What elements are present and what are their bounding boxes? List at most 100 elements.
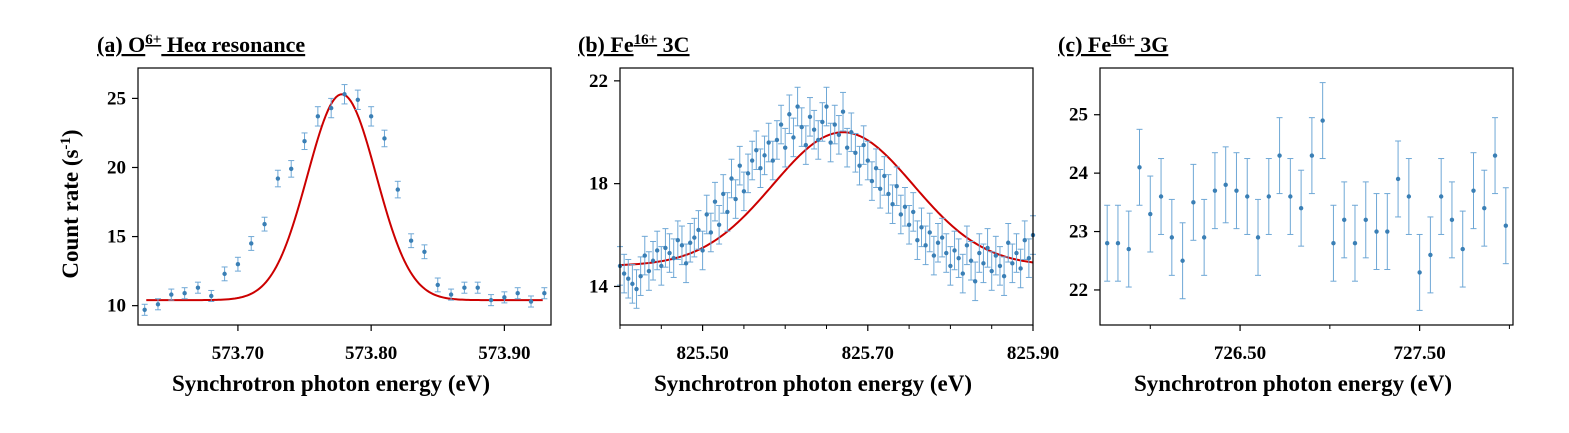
panel-c-data-point-group — [1395, 140, 1402, 218]
panel-b-data-point-group — [720, 174, 727, 214]
panel-b-data-point — [865, 158, 870, 163]
panel-c-data-point-group — [1470, 152, 1477, 230]
panel-a-data-point-group — [528, 295, 535, 308]
panel-c-data-point — [1449, 217, 1455, 223]
panel-c-data-point — [1255, 235, 1261, 240]
panel-b-data-point — [778, 122, 784, 127]
panel-a-data-point — [448, 292, 454, 297]
panel-b-data-point-group — [972, 261, 979, 302]
panel-b-data-layer — [617, 86, 1036, 309]
panel-b-data-point-group — [881, 156, 888, 196]
panel-c-data-point-group — [1158, 158, 1165, 235]
panel-a-data-point-group — [448, 288, 455, 301]
panel-a-data-point-group — [394, 180, 401, 199]
panel-b-data-point-group — [1005, 222, 1012, 263]
panel-b-title-suffix: 3C — [657, 32, 689, 57]
panel-b-data-point — [906, 222, 912, 227]
panel-b-data-point-group — [992, 235, 999, 276]
panel-b-data-point — [927, 230, 932, 235]
panel-b-data-point-group — [683, 243, 690, 284]
panel-b-data-point — [935, 240, 941, 245]
panel-c-data-point — [1471, 188, 1476, 193]
panel-b-data-point — [654, 248, 660, 253]
panel-b-x-tick-label: 825.50 — [676, 343, 728, 364]
panel-b-tick-layer: 14 18 22 825.50 825.70 825.90 — [589, 71, 1059, 364]
panel-b-data-point — [877, 186, 883, 191]
panel-c-data-point-group — [1255, 198, 1262, 276]
panel-c-title: (c) Fe16+ 3G — [1058, 32, 1168, 57]
panel-b-data-point — [820, 119, 825, 125]
panel-a-data-point — [235, 262, 241, 267]
panel-c-data-point — [1482, 205, 1487, 211]
panel-b-data-point — [729, 176, 734, 181]
panel-a-data-point-group — [354, 89, 361, 110]
panel-b-data-point — [919, 225, 924, 230]
panel-b-data-point — [952, 248, 957, 253]
panel-a-data-point — [528, 299, 534, 304]
panel-c-data-point-group — [1341, 181, 1348, 259]
panel-c-data-point-group — [1448, 181, 1455, 259]
panel-b-data-point-group — [844, 127, 851, 168]
panel-c-data-point-group — [1416, 233, 1423, 311]
panel-a-data-point-group — [314, 106, 321, 127]
panel-c-data-point — [1320, 118, 1325, 123]
panel-c-title-prefix: (c) Fe — [1058, 32, 1111, 57]
panel-c-data-point — [1363, 217, 1368, 223]
panel-a-data-point — [209, 293, 214, 299]
panel-a-data-point-group — [501, 291, 508, 304]
panel-b-data-point-group — [955, 238, 962, 278]
panel-b-data-point-group — [691, 217, 698, 258]
panel-c-data-point — [1169, 235, 1175, 240]
panel-b-data-point-group — [728, 158, 735, 199]
panel-c-data-point-group — [1427, 216, 1434, 294]
panel-c-data-point — [1428, 252, 1433, 258]
panel-a-data-point-group — [234, 256, 241, 272]
panel-b-data-point-group — [939, 217, 946, 258]
panel-c-data-point — [1503, 223, 1509, 228]
panel-a-data-point-group — [261, 216, 268, 232]
panel-b-data-point — [725, 209, 730, 215]
panel-b-data-point — [836, 132, 842, 138]
panel-c-tick-layer: 22 23 24 25 726.50 727.50 — [1069, 105, 1510, 364]
panel-a-data-layer — [141, 84, 548, 316]
panel-b-data-point — [894, 184, 899, 189]
panel-a-data-point-group — [141, 303, 148, 316]
panel-c-data-point — [1223, 182, 1228, 188]
panel-b-data-point — [692, 235, 697, 240]
panel-c-data-point-group — [1438, 158, 1445, 235]
panel-b-data-point-group — [1021, 220, 1028, 260]
panel-b-data-point — [626, 276, 631, 281]
panel-a-data-point — [488, 297, 494, 303]
panel-a-data-point-group — [474, 281, 481, 294]
panel-b-data-point — [675, 237, 681, 243]
panel-a-data-point-group — [288, 160, 295, 178]
panel-a-data-point — [222, 271, 227, 277]
panel-b-data-point — [716, 222, 722, 227]
panel-b-data-point-group — [877, 169, 884, 209]
panel-b-data-point — [737, 163, 742, 168]
panel-b-data-point-group — [662, 228, 669, 268]
panel-a-data-point-group — [541, 287, 548, 300]
panel-c-data-point — [1406, 194, 1412, 199]
panel-b-data-point-group — [823, 86, 830, 127]
panel-c-data-point-group — [1319, 82, 1326, 160]
panel-c-data-point — [1460, 246, 1465, 252]
panel-b-data-point — [844, 145, 850, 150]
panel-b-data-point — [700, 248, 705, 253]
panel-c-data-point-group — [1298, 169, 1305, 247]
panel-c-data-point-group — [1405, 158, 1412, 235]
panel-b-data-point-group — [790, 117, 797, 158]
panel-a-plot-frame — [137, 67, 552, 326]
panel-c-data-point — [1417, 270, 1422, 275]
panel-c-y-tick-label: 22 — [1069, 280, 1088, 301]
panel-b-data-point-group — [860, 125, 867, 165]
panel-b-data-point-group — [732, 179, 739, 219]
panel-b-data-point — [981, 261, 986, 266]
panel-b-data-point-group — [968, 240, 975, 281]
panel-b-data-point — [869, 178, 875, 184]
panel-b-data-point — [741, 189, 747, 194]
panel-c-y-tick-label: 24 — [1069, 163, 1089, 184]
panel-c-data-point-group — [1287, 158, 1294, 235]
panel-b-data-point-group — [724, 192, 731, 232]
panel-a-data-point — [155, 302, 161, 307]
